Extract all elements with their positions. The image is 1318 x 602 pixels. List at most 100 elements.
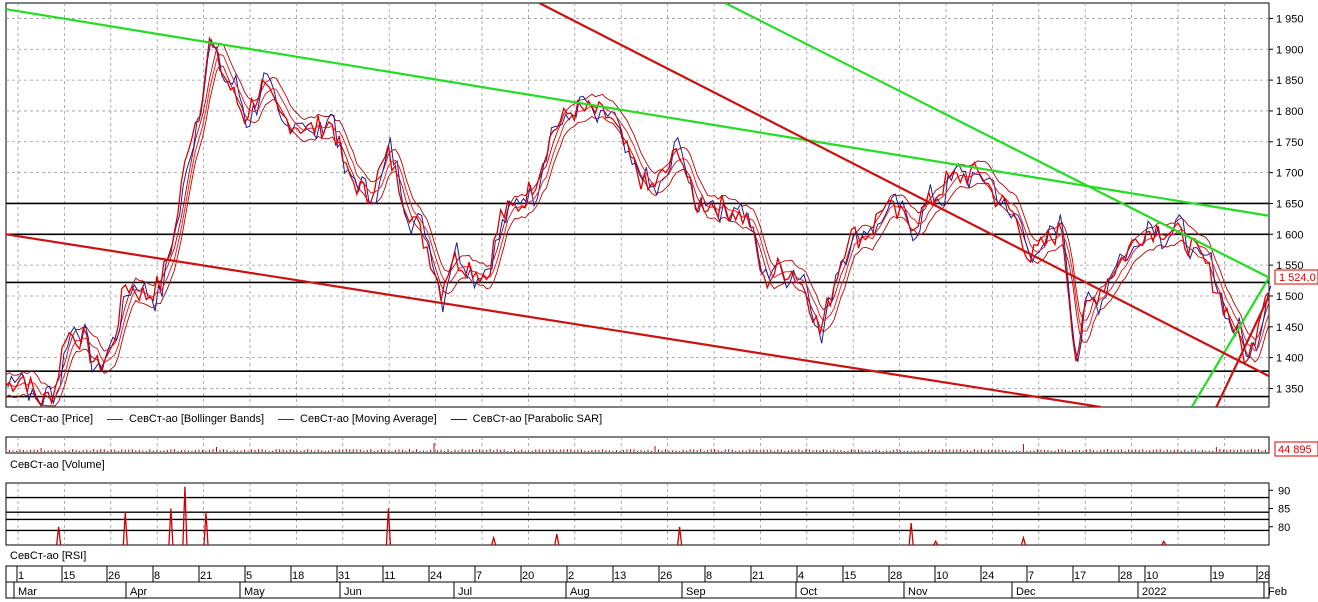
price-tick-label: 1 450	[1276, 322, 1304, 334]
moving-average	[5, 53, 1270, 401]
rsi-spike	[908, 523, 914, 546]
trend-line-red	[1215, 295, 1269, 407]
day-label: 24	[982, 570, 994, 582]
rsi-spike	[168, 508, 174, 546]
price-tick-label: 1 750	[1276, 137, 1304, 149]
day-label: 7	[1028, 570, 1034, 582]
day-label: 8	[706, 570, 712, 582]
month-label: Mar	[18, 586, 37, 598]
support-resistance-levels	[6, 202, 1269, 398]
sar-line	[7, 38, 1272, 406]
current-price-text: 1 524,0	[1279, 272, 1316, 284]
rsi-spike	[933, 540, 939, 546]
month-label: Nov	[908, 586, 928, 598]
month-label: Apr	[130, 586, 147, 598]
day-label: 10	[936, 570, 948, 582]
day-label: 21	[200, 570, 212, 582]
bollinger-lower-line	[5, 64, 1270, 407]
rsi-spike	[182, 486, 188, 546]
price-tick-label: 1 600	[1276, 229, 1304, 241]
moving-average-line	[5, 53, 1270, 401]
price-line	[5, 36, 1270, 408]
volume-bars	[5, 443, 1270, 452]
day-label: 7	[476, 570, 482, 582]
volume-value-text: 44 895	[1278, 444, 1312, 456]
price-tick-label: 1 800	[1276, 106, 1304, 118]
rsi-tick-label: 80	[1278, 522, 1290, 534]
day-label: 31	[338, 570, 350, 582]
rsi-spike	[203, 512, 209, 546]
day-label: 18	[292, 570, 304, 582]
legend-sar: СевСт-ао [Parabolic SAR]	[472, 413, 603, 425]
day-label: 26	[108, 570, 120, 582]
day-label: 4	[798, 570, 804, 582]
day-label: 24	[430, 570, 442, 582]
rsi-spike	[491, 535, 497, 546]
day-label: 11	[384, 570, 395, 582]
day-label: 15	[844, 570, 856, 582]
day-label: 28	[890, 570, 902, 582]
rsi-spike	[385, 508, 392, 546]
trend-line-green	[6, 8, 1269, 217]
price-series	[5, 36, 1270, 408]
rsi-axis: 90 85 80	[1269, 485, 1290, 534]
price-tick-label: 1 400	[1276, 353, 1304, 365]
rsi-spike	[554, 533, 560, 546]
day-label: 28	[1120, 570, 1132, 582]
month-label: Oct	[800, 586, 817, 598]
trend-line-red	[538, 3, 1269, 378]
rsi-spike	[1020, 535, 1027, 546]
rsi-spike	[1161, 540, 1167, 546]
price-tick-label: 1 500	[1276, 291, 1304, 303]
price-axis: 1 950 1 900 1 850 1 800 1 750 1 700 1 650 1 600…	[1269, 13, 1304, 395]
month-label: Dec	[1016, 586, 1036, 598]
day-label: 1	[18, 570, 24, 582]
month-label: Aug	[570, 586, 590, 598]
day-label: 10	[1146, 570, 1158, 582]
day-label: 2	[568, 570, 574, 582]
month-label: Jul	[458, 586, 472, 598]
volume-legend: СевСт-ао [Volume]	[10, 459, 105, 471]
day-label: 26	[660, 570, 672, 582]
month-label: Feb	[1268, 586, 1287, 598]
day-label: 8	[154, 570, 160, 582]
day-label: 5	[246, 570, 252, 582]
rsi-spike	[676, 526, 683, 546]
volume-panel-frame	[5, 436, 1270, 454]
rsi-panel-frame	[5, 482, 1270, 546]
legend-ma: СевСт-ао [Moving Average]	[300, 413, 437, 425]
price-tick-label: 1 350	[1276, 383, 1304, 395]
trend-line-green	[1190, 276, 1269, 407]
day-label: 20	[522, 570, 534, 582]
month-label: Sep	[686, 586, 706, 598]
price-legend: СевСт-ао [Price] СевСт-ао [Bollinger Band…	[10, 413, 602, 425]
price-tick-label: 1 950	[1276, 13, 1304, 25]
rsi-tick-label: 90	[1278, 485, 1290, 497]
rsi-spike	[55, 526, 62, 546]
legend-bands: СевСт-ао [Bollinger Bands]	[129, 413, 265, 425]
volume-label: 44 895	[1274, 441, 1318, 457]
legend-sar-swatch	[450, 418, 467, 420]
day-label: 15	[63, 570, 75, 582]
month-label: Jun	[344, 586, 362, 598]
price-tick-label: 1 550	[1276, 260, 1304, 272]
month-label: May	[244, 586, 265, 598]
current-price-label: 1 524,0	[1274, 269, 1318, 285]
trend-line-red	[6, 233, 1101, 407]
price-tick-label: 1 850	[1276, 75, 1304, 87]
price-tick-label: 1 900	[1276, 44, 1304, 56]
legend-bands-swatch	[107, 418, 124, 420]
rsi-tick-label: 85	[1278, 504, 1290, 516]
month-label: 2022	[1142, 586, 1166, 598]
price-tick-label: 1 700	[1276, 168, 1304, 180]
day-label: 28	[1258, 570, 1270, 582]
time-axis: 1 15 26 8 21 5 18 31 11 24 7 20 2 13 26 8 21 4 15 28 10 24 7 17…	[13, 566, 1287, 598]
legend-price: СевСт-ао [Price]	[10, 413, 94, 425]
day-label: 17	[1074, 570, 1086, 582]
rsi-series	[55, 486, 1167, 546]
price-tick-label: 1 650	[1276, 198, 1304, 210]
day-label: 19	[1212, 570, 1224, 582]
rsi-spike	[122, 512, 128, 546]
legend-ma-swatch	[278, 418, 295, 420]
